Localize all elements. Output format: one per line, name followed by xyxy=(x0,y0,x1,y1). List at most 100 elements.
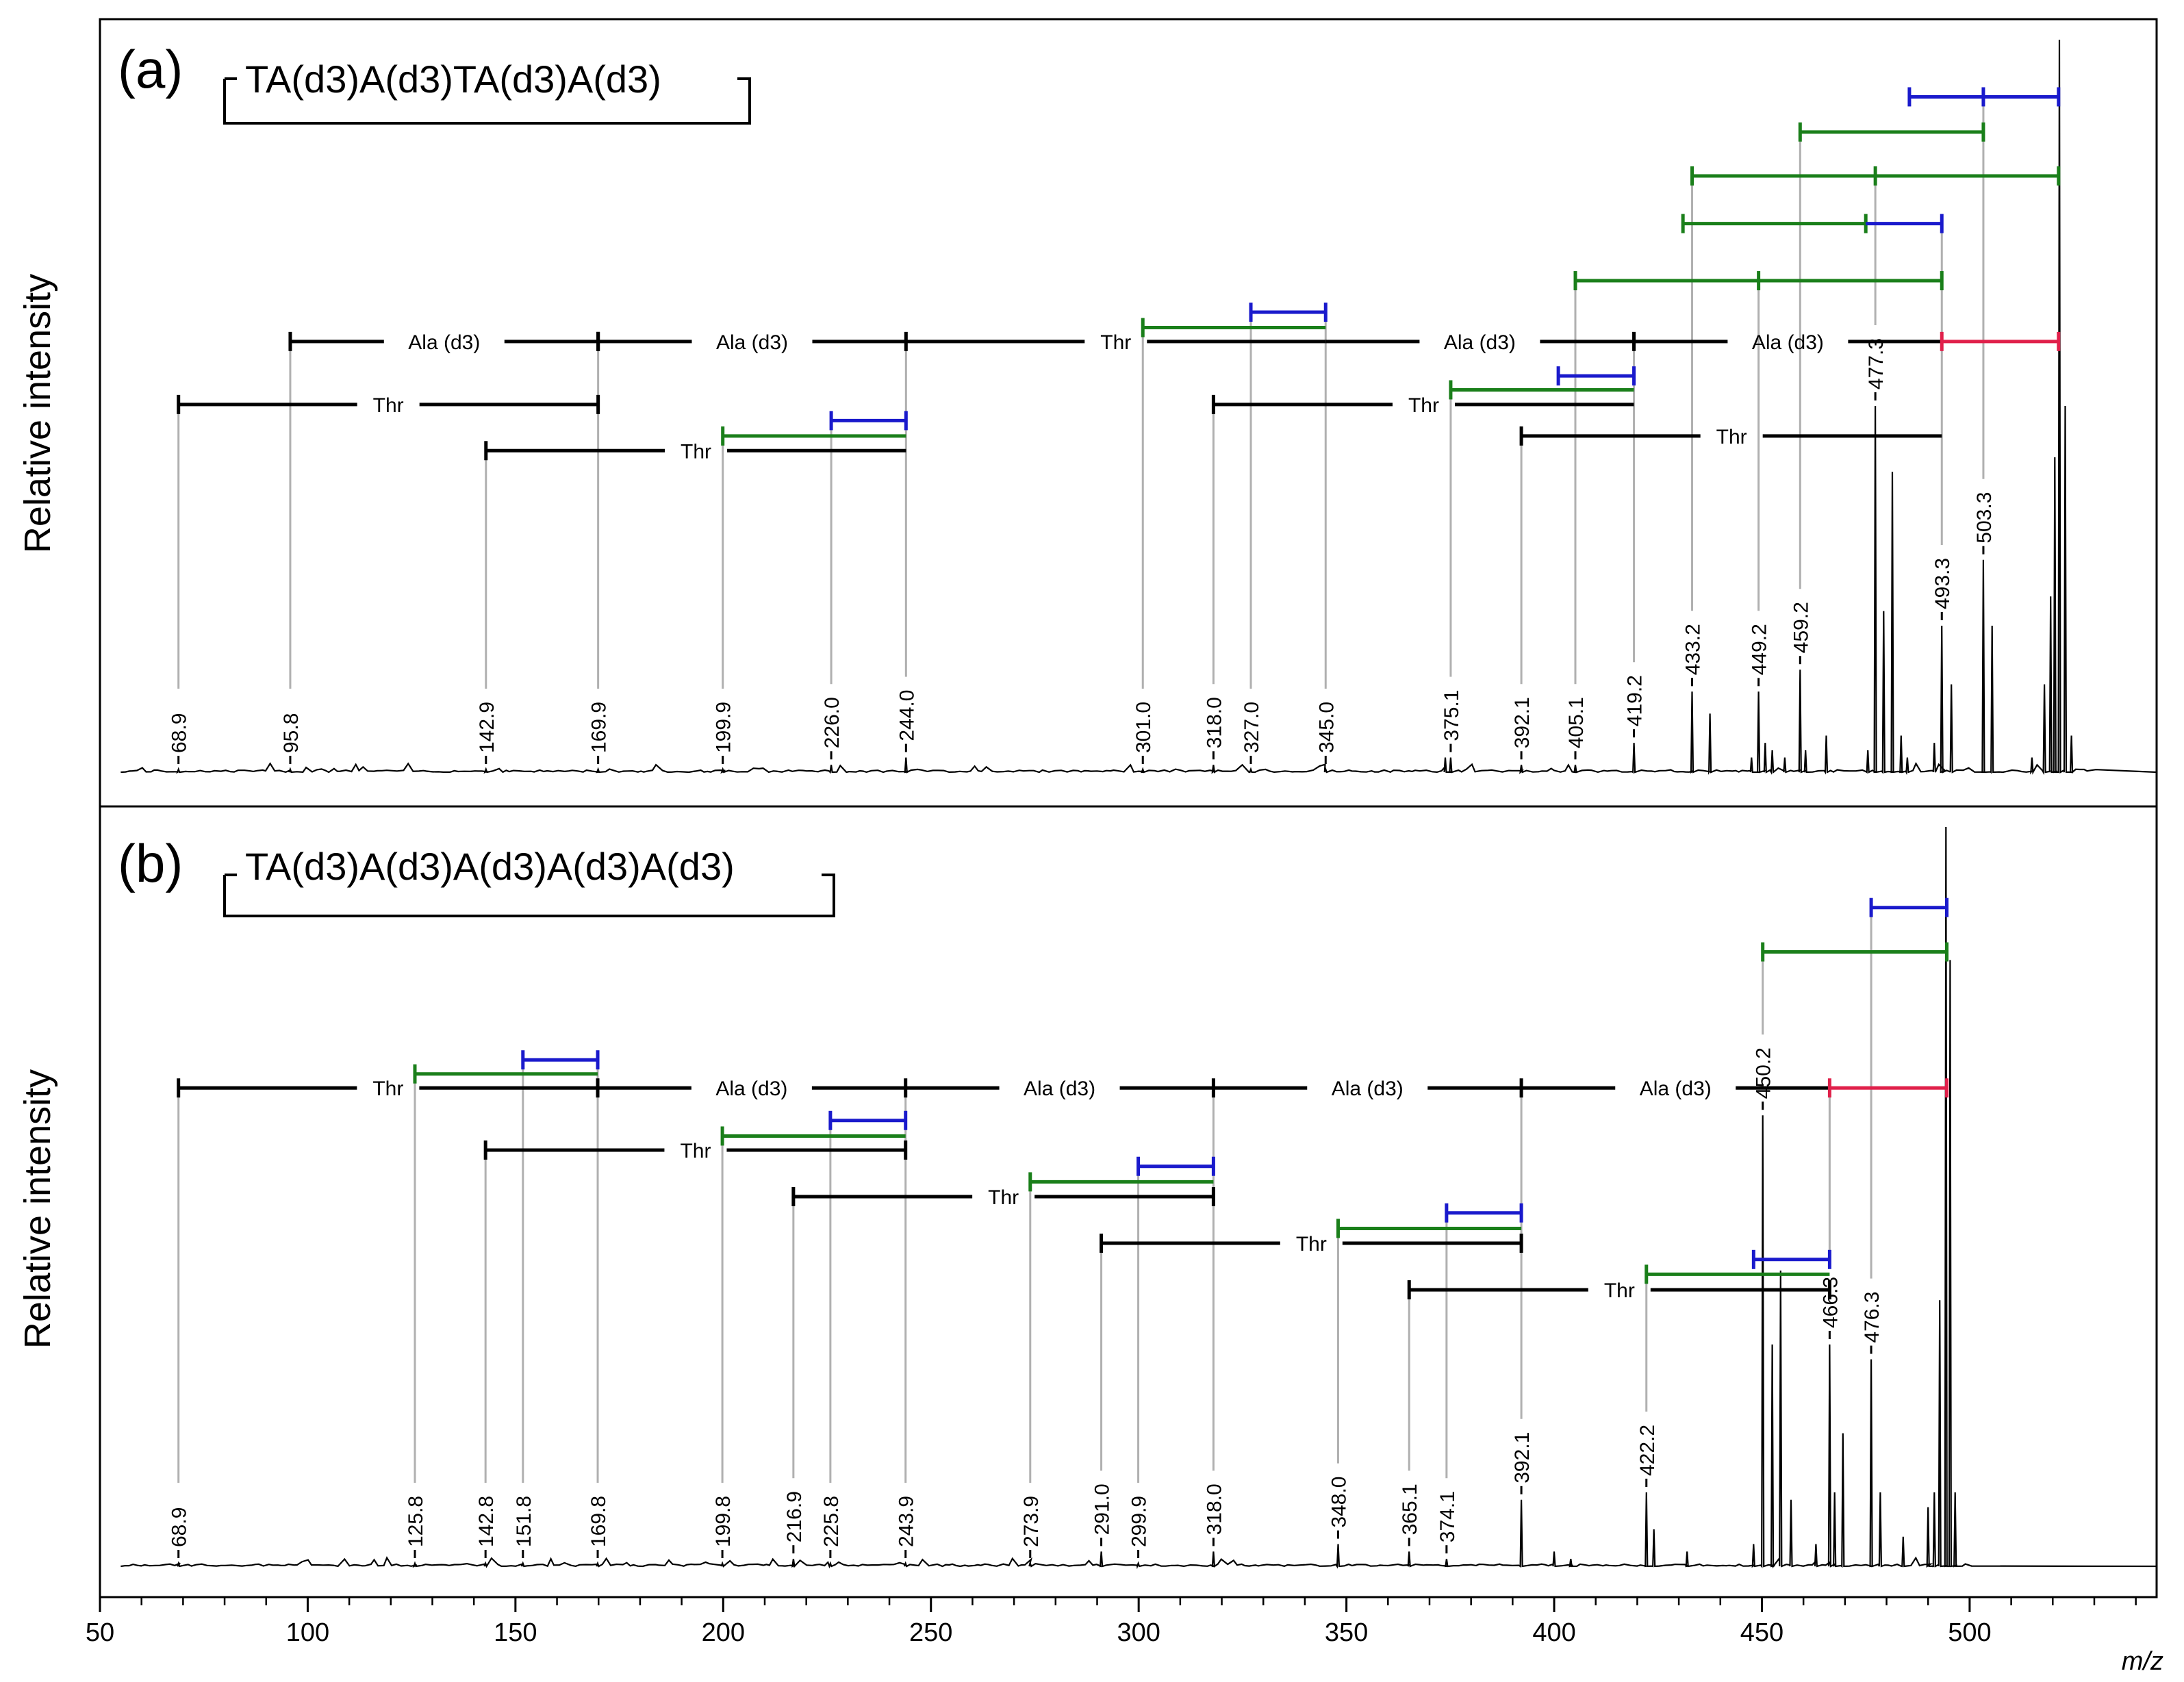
fragment-bar xyxy=(1645,1264,1830,1284)
x-tick-label: 300 xyxy=(1117,1618,1160,1647)
peak-label: 392.1 xyxy=(1511,697,1534,748)
fragment-label: Thr xyxy=(681,440,711,463)
peak-label: 273.9 xyxy=(1020,1496,1043,1547)
fragment-bar xyxy=(1556,366,1636,386)
fragment-bar xyxy=(1445,1203,1523,1223)
fragment-label: Ala (d3) xyxy=(716,331,788,354)
peak-label: 405.1 xyxy=(1565,697,1588,748)
peak-label: 374.1 xyxy=(1436,1491,1459,1542)
peak-label: 365.1 xyxy=(1399,1483,1421,1535)
x-tick-label: 250 xyxy=(909,1618,952,1647)
peak-label: 345.0 xyxy=(1315,702,1338,753)
fragment-bar xyxy=(721,426,906,446)
fragment-bar: Thr xyxy=(483,1140,908,1162)
sequence-label-a: TA(d3)A(d3)TA(d3)A(d3) xyxy=(245,58,661,101)
x-tick-label: 400 xyxy=(1532,1618,1575,1647)
peak-label: 199.8 xyxy=(712,1496,735,1547)
fragment-bar: Thr xyxy=(177,1078,600,1100)
peak-label: 433.2 xyxy=(1682,624,1705,675)
peak-label: 477.3 xyxy=(1865,338,1888,390)
fragment-bar xyxy=(1798,122,1985,142)
x-axis-label: m/z xyxy=(2122,1647,2163,1676)
x-tick-label: 150 xyxy=(494,1618,537,1647)
panel-label-a: (a) xyxy=(118,39,183,99)
peak-label: 327.0 xyxy=(1241,702,1263,753)
fragment-label: Ala (d3) xyxy=(1024,1078,1095,1100)
peak-label: 291.0 xyxy=(1091,1483,1114,1535)
peak-label: 459.2 xyxy=(1790,602,1812,653)
fragment-bar: Ala (d3) xyxy=(1521,1078,1830,1100)
peak-label: 151.8 xyxy=(513,1496,535,1547)
sequence-bracket xyxy=(223,77,751,125)
fragment-label: Thr xyxy=(988,1186,1019,1209)
fragment-bar: Ala (d3) xyxy=(1213,1078,1523,1100)
peak-label: 169.8 xyxy=(587,1496,610,1547)
fragment-bar: Thr xyxy=(1211,394,1634,417)
spectrum-trace xyxy=(120,826,2157,1570)
fragment-bar xyxy=(1249,303,1328,322)
peak-label: 375.1 xyxy=(1440,690,1463,741)
peak-label: 125.8 xyxy=(405,1496,427,1547)
peak-label: 68.9 xyxy=(168,1507,191,1547)
fragment-bar xyxy=(1907,87,2061,107)
fragment-bar xyxy=(413,1064,598,1084)
peak-label: 449.2 xyxy=(1749,624,1771,675)
fragment-bar: Ala (d3) xyxy=(1325,331,1636,354)
fragment-bar xyxy=(1940,331,2061,351)
fragment-bar: Thr xyxy=(1100,1233,1523,1256)
peak-label: 142.9 xyxy=(476,702,498,753)
fragment-bar xyxy=(1827,1078,1949,1098)
fragment-bar xyxy=(521,1050,600,1070)
fragment-bar xyxy=(720,1126,906,1146)
fragment-bar: Ala (d3) xyxy=(598,1078,908,1100)
peak-label: 301.0 xyxy=(1132,702,1155,753)
x-tick-label: 100 xyxy=(286,1618,329,1647)
peak-label: 199.9 xyxy=(713,702,735,753)
panel-b: 68.9 125.8 142.8 151.8 169.8 199.8 216.9 225.8 2… xyxy=(120,826,2157,1570)
fragment-label: Ala (d3) xyxy=(1444,331,1516,354)
fragment-label: Ala (d3) xyxy=(715,1078,787,1100)
fragment-bar: Thr xyxy=(1519,426,1942,448)
peak-label: 169.9 xyxy=(588,702,611,753)
fragment-label: Thr xyxy=(1604,1279,1635,1302)
fragment-bar: Thr xyxy=(791,1186,1215,1209)
fragment-label: Ala (d3) xyxy=(408,331,480,354)
fragment-bar: Thr xyxy=(484,440,906,463)
peak-label: 348.0 xyxy=(1328,1477,1350,1528)
plot-frame-layer xyxy=(99,18,2158,1598)
fragment-bar: Thr xyxy=(177,394,600,417)
peak-label: 142.8 xyxy=(475,1496,498,1547)
fragment-bar xyxy=(1761,942,1949,962)
fragment-bar: Thr xyxy=(1407,1279,1831,1302)
peak-label: 225.8 xyxy=(820,1496,843,1547)
peak-label: 493.3 xyxy=(1931,558,1954,609)
panel-label-b: (b) xyxy=(118,833,183,893)
fragment-label: Ala (d3) xyxy=(1640,1078,1712,1100)
fragment-bar xyxy=(1690,166,2061,186)
x-tick-label: 200 xyxy=(702,1618,745,1647)
peak-label: 216.9 xyxy=(783,1491,806,1542)
peak-label: 476.3 xyxy=(1861,1292,1883,1343)
x-tick-label: 350 xyxy=(1325,1618,1368,1647)
fragment-label: Thr xyxy=(1716,426,1747,448)
peak-label: 503.3 xyxy=(1973,492,1996,544)
fragment-bar xyxy=(1449,380,1634,400)
peak-label: 68.9 xyxy=(168,713,191,753)
peak-label: 318.0 xyxy=(1203,697,1226,748)
fragment-bar xyxy=(828,1110,908,1130)
fragment-bar: Ala (d3) xyxy=(596,331,908,354)
fragment-label: Thr xyxy=(1296,1233,1327,1256)
fragment-bar xyxy=(1751,1249,1831,1269)
peak-label: 450.2 xyxy=(1753,1047,1775,1099)
fragment-label: Ala (d3) xyxy=(1332,1078,1404,1100)
fragment-bar xyxy=(1573,271,1944,291)
y-axis-label-b: Relative intensity xyxy=(17,1069,58,1349)
spectrum-trace xyxy=(120,39,2157,776)
fragment-bar: Ala (d3) xyxy=(1634,331,1942,354)
fragment-bar: Ala (d3) xyxy=(905,1078,1215,1100)
sequence-label-b: TA(d3)A(d3)A(d3)A(d3)A(d3) xyxy=(245,845,735,888)
peak-label: 243.9 xyxy=(896,1496,918,1547)
fragment-bar xyxy=(1137,1156,1215,1176)
peak-label: 299.9 xyxy=(1128,1496,1151,1547)
